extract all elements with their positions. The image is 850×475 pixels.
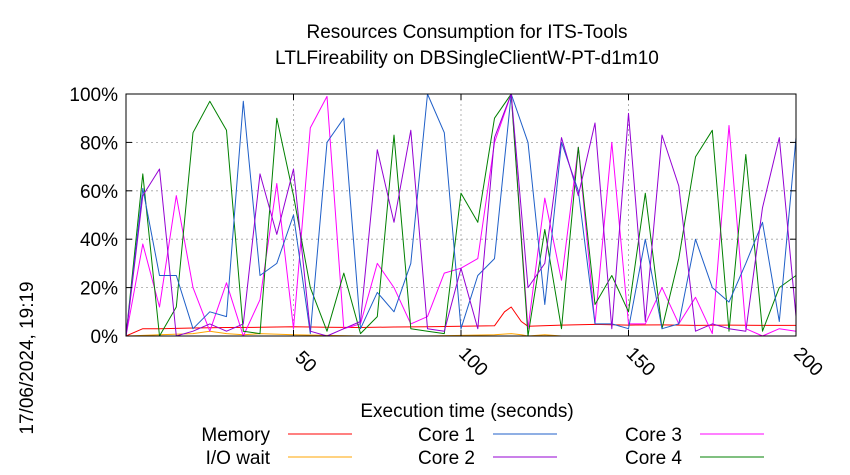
x-tick-label: 200 (789, 343, 826, 380)
x-axis: 50 100 150 200 (290, 94, 827, 381)
grid-lines (126, 94, 796, 336)
x-tick-label: 50 (290, 347, 320, 377)
legend-label-core-4: Core 4 (625, 448, 682, 469)
timestamp: 17/06/2024, 19:19 (17, 281, 38, 434)
legend-label-core-2: Core 2 (418, 448, 475, 469)
legend-label-core-3: Core 3 (625, 425, 682, 446)
chart-title: Resources Consumption for ITS-Tools (306, 22, 627, 43)
x-tick-label: 150 (622, 343, 659, 380)
x-tick-label: 100 (454, 343, 491, 380)
series-line-core-2 (125, 93, 797, 337)
legend-label-i-o-wait: I/O wait (206, 448, 271, 469)
y-tick-label: 0% (91, 327, 119, 348)
y-tick-label: 20% (80, 279, 118, 300)
x-axis-label: Execution time (seconds) (360, 401, 573, 422)
series-line-core-4 (125, 93, 797, 337)
y-tick-label: 80% (80, 133, 118, 154)
y-tick-label: 40% (80, 230, 118, 251)
y-tick-label: 60% (80, 182, 118, 203)
y-tick-label: 100% (69, 85, 118, 106)
legend-label-memory: Memory (201, 425, 270, 446)
series-line-core-1 (125, 93, 797, 337)
legend-label-core-1: Core 1 (418, 425, 475, 446)
chart-subtitle: LTLFireability on DBSingleClientW-PT-d1m… (275, 48, 659, 69)
y-axis: 0% 20% 40% 60% 80% 100% (69, 85, 796, 348)
